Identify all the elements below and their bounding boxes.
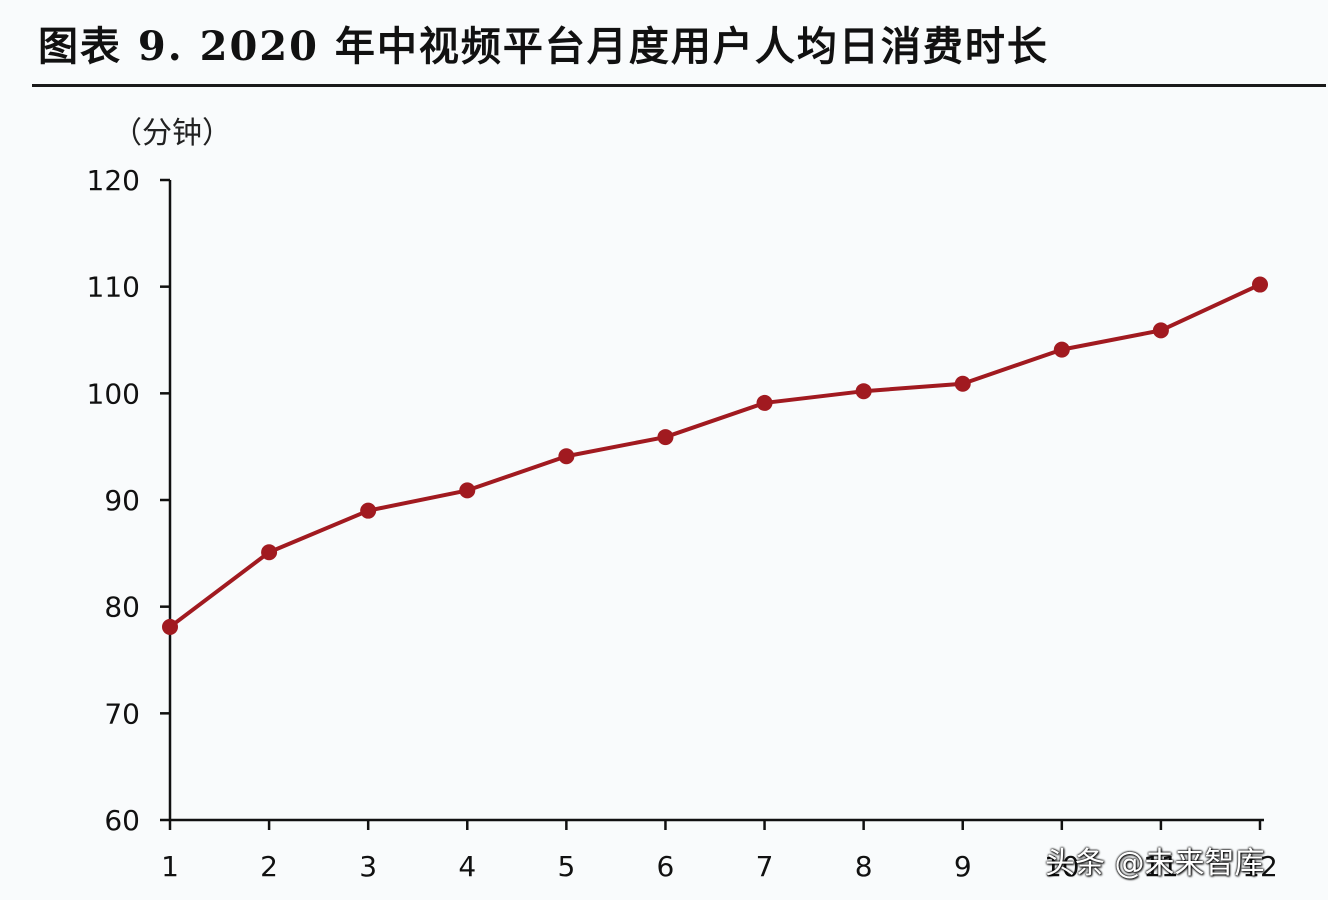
- x-tick-label: 10: [1044, 850, 1080, 883]
- x-tick-label: 1: [161, 850, 179, 883]
- data-point: [1252, 276, 1268, 293]
- x-tick-label: 7: [756, 850, 774, 883]
- data-point: [756, 394, 773, 411]
- x-tick-label: 6: [657, 850, 675, 883]
- y-tick-label: 60: [104, 804, 140, 837]
- data-point: [558, 448, 575, 465]
- x-axis-ticks: 1 2 3 4 5 6 7 8 9 10 11 12: [161, 820, 1278, 883]
- y-axis-unit-label: （分钟）: [112, 116, 232, 151]
- data-point: [657, 429, 674, 446]
- data-point: [459, 482, 476, 499]
- y-tick-label: 100: [87, 377, 140, 410]
- x-tick-label: 11: [1143, 850, 1179, 883]
- x-tick-label: 5: [557, 850, 575, 883]
- y-tick-label: 80: [104, 591, 140, 624]
- x-tick-label: 4: [458, 850, 476, 883]
- y-tick-label: 90: [104, 484, 140, 517]
- watermark: 头条 @未来智库: [1045, 846, 1265, 881]
- y-tick-label: 110: [87, 271, 140, 304]
- data-point: [360, 502, 377, 519]
- data-point: [954, 375, 971, 392]
- x-tick-label: 8: [855, 850, 873, 883]
- data-point: [162, 618, 178, 635]
- y-tick-label: 120: [87, 164, 140, 197]
- data-point: [261, 544, 278, 561]
- x-tick-label: 12: [1242, 850, 1278, 883]
- x-tick-label: 2: [260, 850, 278, 883]
- x-tick-label: 3: [359, 850, 377, 883]
- series-line: [168, 282, 1261, 629]
- x-tick-label: 9: [954, 850, 972, 883]
- data-point: [855, 383, 872, 400]
- chart-title: 图表 9. 2020 年中视频平台月度用户人均日消费时长: [38, 23, 1049, 70]
- data-point: [1152, 322, 1169, 339]
- y-tick-label: 70: [104, 697, 140, 730]
- series-layer: [162, 276, 1268, 635]
- data-point: [1053, 341, 1070, 358]
- title-divider: [32, 84, 1326, 87]
- y-axis-ticks: 60 70 80 90 100 110 120: [87, 164, 170, 837]
- chart-axes: [168, 180, 1264, 822]
